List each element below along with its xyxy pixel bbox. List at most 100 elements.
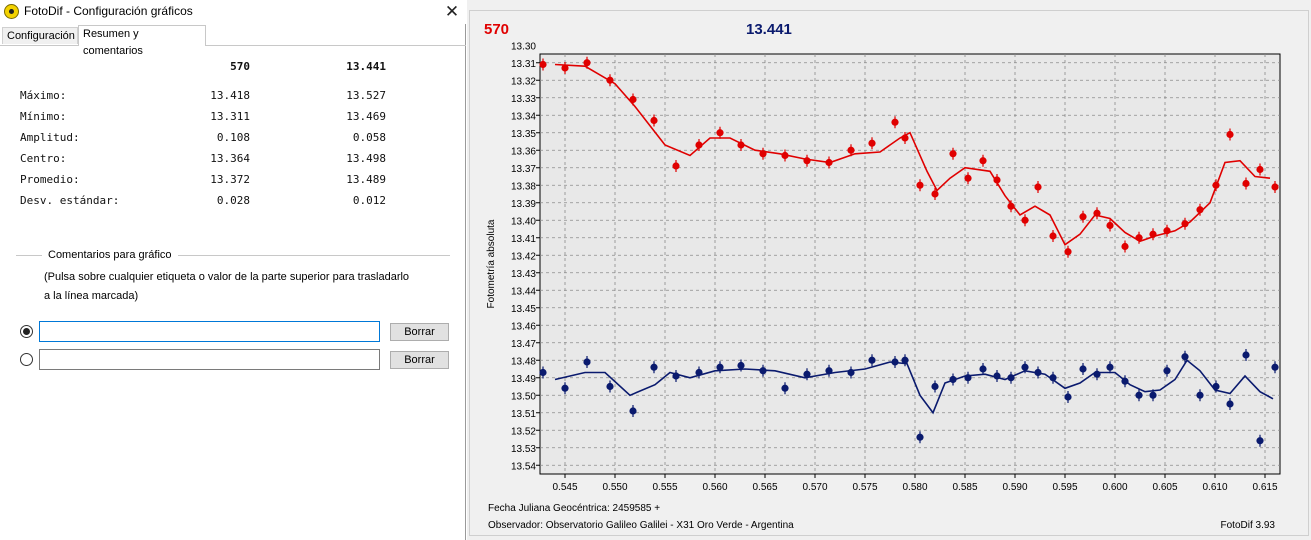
summary-value[interactable]: 13.364 [210,152,250,165]
x-tick-label: 0.550 [602,482,627,493]
summary-value[interactable]: 0.012 [352,194,386,207]
summary-value[interactable]: 13.418 [210,89,250,102]
x-tick-label: 0.580 [902,482,927,493]
y-tick-label: 13.48 [511,356,536,367]
series-1-point [1181,220,1189,228]
series-1-point [1271,183,1279,191]
y-tick-label: 13.45 [511,304,536,315]
column-header-570[interactable]: 570 [230,60,250,73]
series-1-point [1135,234,1143,242]
series-1-point [901,134,909,142]
clear-line-1-button[interactable]: Borrar [390,323,449,341]
summary-row-promedio: Promedio: 13.372 13.489 [20,173,400,189]
summary-label[interactable]: Desv. estándar: [20,194,120,207]
comment-line-1-radio[interactable] [20,325,33,338]
series-2-point [1007,374,1015,382]
series-1-point [979,157,987,165]
fotodif-app-icon [4,4,19,19]
series-2-point [1242,351,1250,359]
comment-line-1-input[interactable] [39,321,380,342]
series-1-point [1106,221,1114,230]
series-1-point [803,157,811,165]
series-1-point [1121,242,1129,251]
tab-strip: Configuración Resumen y comentarios [0,25,466,57]
summary-value[interactable]: 13.498 [346,152,386,165]
series-2-point [891,358,899,366]
config-dialog: FotoDif - Configuración gráficos ✕ Confi… [0,0,466,540]
y-tick-label: 13.34 [511,111,536,122]
series-1-point [1196,206,1204,214]
tab-configuracion[interactable]: Configuración [2,27,78,44]
y-tick-label: 13.52 [511,426,536,437]
tab-resumen-comentarios[interactable]: Resumen y comentarios [78,25,206,57]
plot-area [539,53,1281,475]
series-1-point [964,174,972,182]
clear-line-2-button[interactable]: Borrar [390,351,449,369]
series-1-point [1021,216,1029,224]
series-2-point [1181,353,1189,361]
series-1-point [931,190,939,198]
series-2-point [1049,374,1057,382]
x-tick-label: 0.590 [1002,482,1027,493]
series-1-point [606,76,614,84]
series-2-point [993,372,1001,380]
series-2-point [781,384,789,392]
series-1-point [1149,230,1157,238]
y-tick-label: 13.39 [511,199,536,210]
series-2-point [949,375,957,384]
y-tick-label: 13.49 [511,374,536,385]
legend-series-1: 570 [484,21,509,38]
series-2-point [901,356,909,364]
light-curve-chart: 570 13.441 13.30 13.31 13.32 13.33 13.34 13.3… [484,21,1281,531]
series-2-point [539,368,547,377]
column-header-13441[interactable]: 13.441 [346,60,386,73]
series-2-fit-line [554,359,1274,415]
series-2-point [1196,391,1204,399]
comment-line-2-radio[interactable] [20,353,33,366]
summary-label[interactable]: Centro: [20,152,67,165]
x-tick-label: 0.605 [1152,482,1177,493]
series-2-point [695,368,703,377]
summary-value[interactable]: 13.527 [346,89,386,102]
series-2-point [1212,382,1220,391]
series-2-point [1149,391,1157,399]
series-2-point [1135,391,1143,399]
series-1-point [1212,181,1220,189]
summary-value[interactable]: 0.058 [352,131,386,144]
series-1-point [1242,179,1250,188]
series-2-point [672,372,680,380]
observer-label: Observador: Observatorio Galileo Galilei… [488,520,794,531]
y-tick-label: 13.41 [511,234,536,245]
comment-line-2-input[interactable] [39,349,380,370]
y-tick-label: 13.43 [511,269,536,280]
summary-value[interactable]: 0.108 [216,131,250,144]
summary-value[interactable]: 13.469 [346,110,386,123]
series-2-point [1021,363,1029,371]
y-axis-label: Fotometría absoluta [486,219,497,308]
comments-hint-line: a la línea marcada) [44,290,139,302]
series-2-point [825,367,833,375]
x-tick-label: 0.560 [702,482,727,493]
comments-hint-line: (Pulsa sobre cualquier etiqueta o valor … [44,271,410,283]
series-2-point [916,433,924,441]
summary-value[interactable]: 13.489 [346,173,386,186]
series-2-point [1256,437,1264,445]
summary-value[interactable]: 13.311 [210,110,250,123]
series-2-point [629,407,637,415]
summary-row-amplitud: Amplitud: 0.108 0.058 [20,131,400,147]
series-1-point [759,150,767,158]
summary-row-desv: Desv. estándar: 0.028 0.012 [20,194,400,210]
chart-window: 570 13.441 13.30 13.31 13.32 13.33 13.34 13.3… [467,0,1311,540]
summary-label[interactable]: Mínimo: [20,110,67,123]
x-axis-label: Fecha Juliana Geocéntrica: 2459585 + [488,503,660,514]
x-tick-label: 0.570 [802,482,827,493]
summary-label[interactable]: Amplitud: [20,131,80,144]
summary-label[interactable]: Promedio: [20,173,80,186]
y-tick-label: 13.50 [511,391,536,402]
summary-value[interactable]: 13.372 [210,173,250,186]
y-tick-label: 13.40 [511,216,536,227]
summary-value[interactable]: 0.028 [216,194,250,207]
series-2-point [931,382,939,391]
close-icon[interactable]: ✕ [444,2,460,21]
summary-label[interactable]: Máximo: [20,89,67,102]
